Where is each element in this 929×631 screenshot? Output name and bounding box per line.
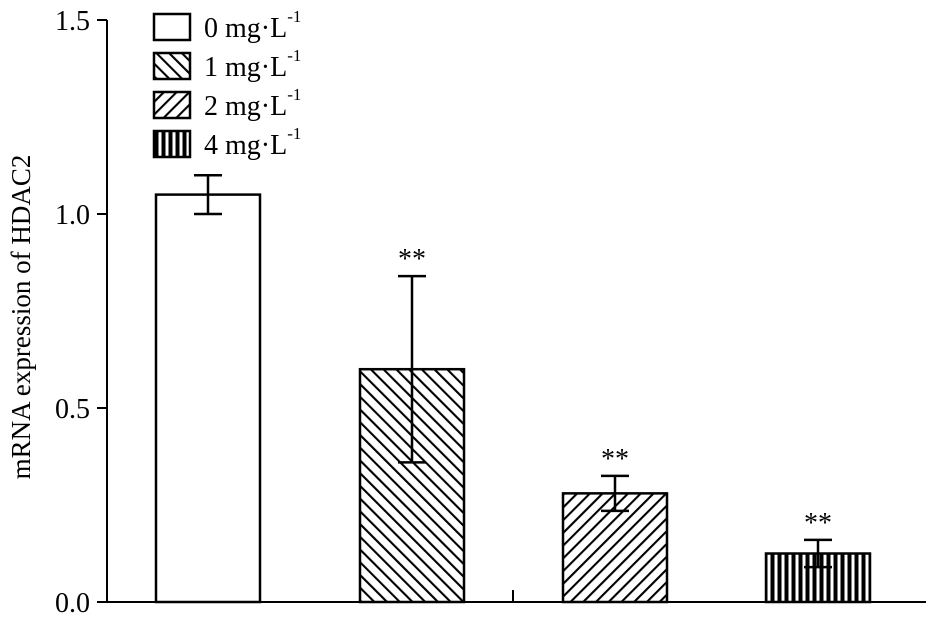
y-ticks: 0.0 0.5 1.0 1.5 (55, 6, 107, 619)
legend-swatch-1 (152, 51, 192, 81)
significance-mark-3: ** (804, 508, 832, 539)
y-axis-label: mRNA expression of HDAC2 (6, 155, 36, 480)
legend-swatch-0 (152, 12, 192, 42)
legend: 0 mg·L-11 mg·L-12 mg·L-14 mg·L-1 (152, 7, 301, 161)
significance-marks: ** ** ** (398, 244, 832, 539)
y-tick-label: 0.5 (55, 394, 90, 425)
y-tick-label: 0.0 (55, 588, 90, 619)
legend-label-3: 4 mg·L-1 (204, 124, 301, 161)
legend-label-1: 1 mg·L-1 (204, 46, 301, 83)
legend-swatch-3 (152, 129, 192, 159)
y-tick-label: 1.5 (55, 6, 90, 37)
y-tick-label: 1.0 (55, 200, 90, 231)
bars (154, 193, 872, 604)
significance-mark-2: ** (601, 444, 629, 475)
significance-mark-1: ** (398, 244, 426, 275)
bar-0 (154, 193, 262, 604)
error-bars (194, 173, 832, 569)
legend-swatch-2 (152, 90, 192, 120)
legend-label-0: 0 mg·L-1 (204, 7, 301, 44)
legend-label-2: 2 mg·L-1 (204, 85, 301, 122)
